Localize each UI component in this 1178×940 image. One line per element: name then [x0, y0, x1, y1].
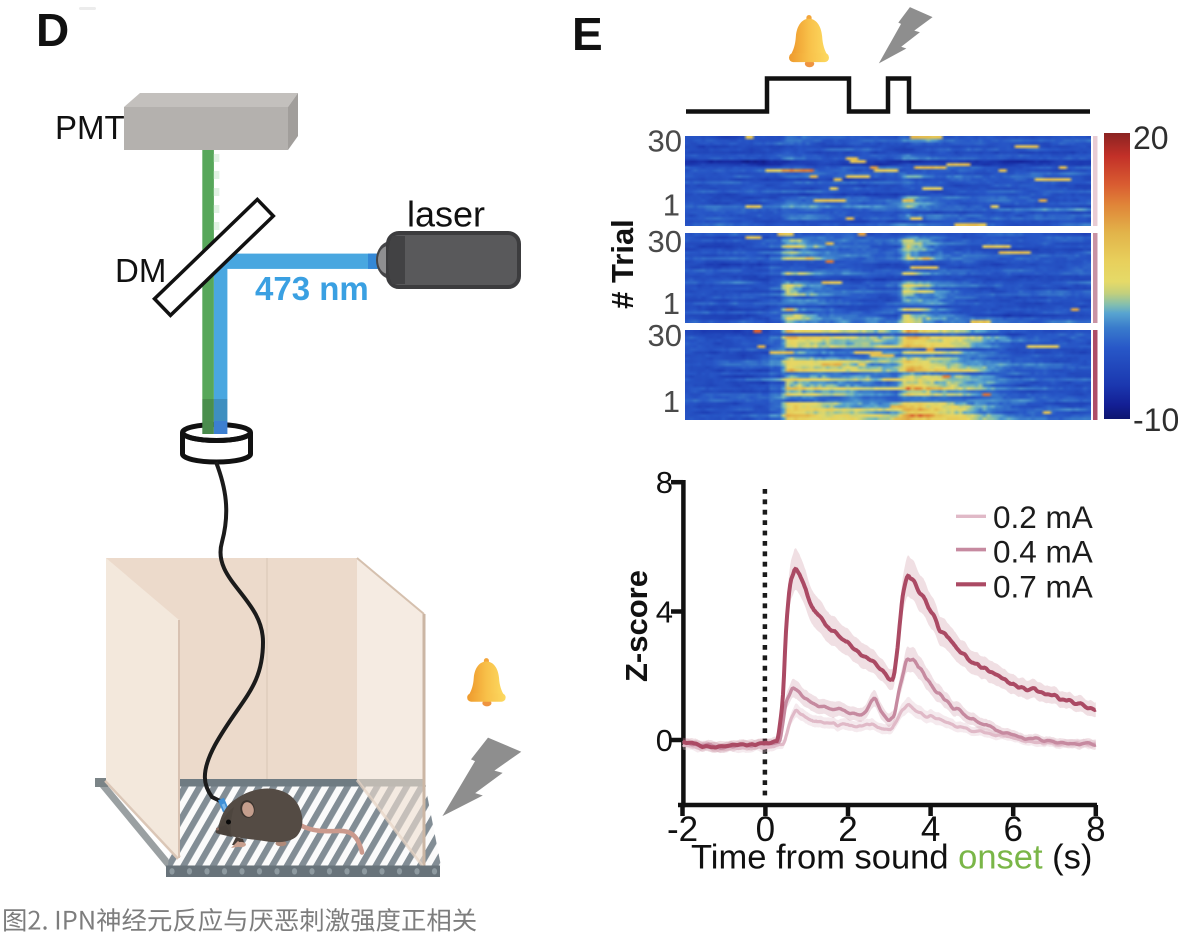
svg-text:30: 30 [648, 224, 682, 259]
svg-text:8: 8 [656, 465, 673, 500]
svg-text:-2: -2 [667, 810, 698, 849]
svg-text:30: 30 [648, 124, 682, 159]
svg-text:20: 20 [1133, 120, 1169, 156]
svg-text:# Trial: # Trial [605, 219, 640, 309]
svg-text:1: 1 [663, 188, 680, 223]
svg-text:4: 4 [921, 810, 940, 849]
svg-text:0: 0 [656, 723, 673, 758]
svg-text:0.2 mA: 0.2 mA [993, 499, 1093, 535]
svg-text:6: 6 [1003, 810, 1022, 849]
svg-text:1: 1 [663, 286, 680, 321]
svg-text:0: 0 [756, 810, 775, 849]
svg-text:473 nm: 473 nm [255, 270, 369, 307]
svg-text:0.4 mA: 0.4 mA [993, 534, 1093, 570]
svg-text:2: 2 [838, 810, 857, 849]
svg-text:PMT: PMT [55, 109, 125, 146]
svg-text:DM: DM [115, 252, 166, 289]
svg-text:4: 4 [656, 595, 673, 630]
svg-text:Time from sound onset (s): Time from sound onset (s) [691, 839, 1092, 877]
svg-text:laser: laser [407, 194, 485, 235]
svg-text:30: 30 [648, 318, 682, 353]
svg-text:1: 1 [663, 384, 680, 419]
svg-text:E: E [572, 8, 603, 60]
svg-text:0.7 mA: 0.7 mA [993, 569, 1093, 605]
svg-text:8: 8 [1086, 810, 1105, 849]
svg-text:-10: -10 [1133, 402, 1178, 438]
svg-text:Z-score: Z-score [619, 570, 654, 682]
svg-text:D: D [36, 4, 69, 56]
